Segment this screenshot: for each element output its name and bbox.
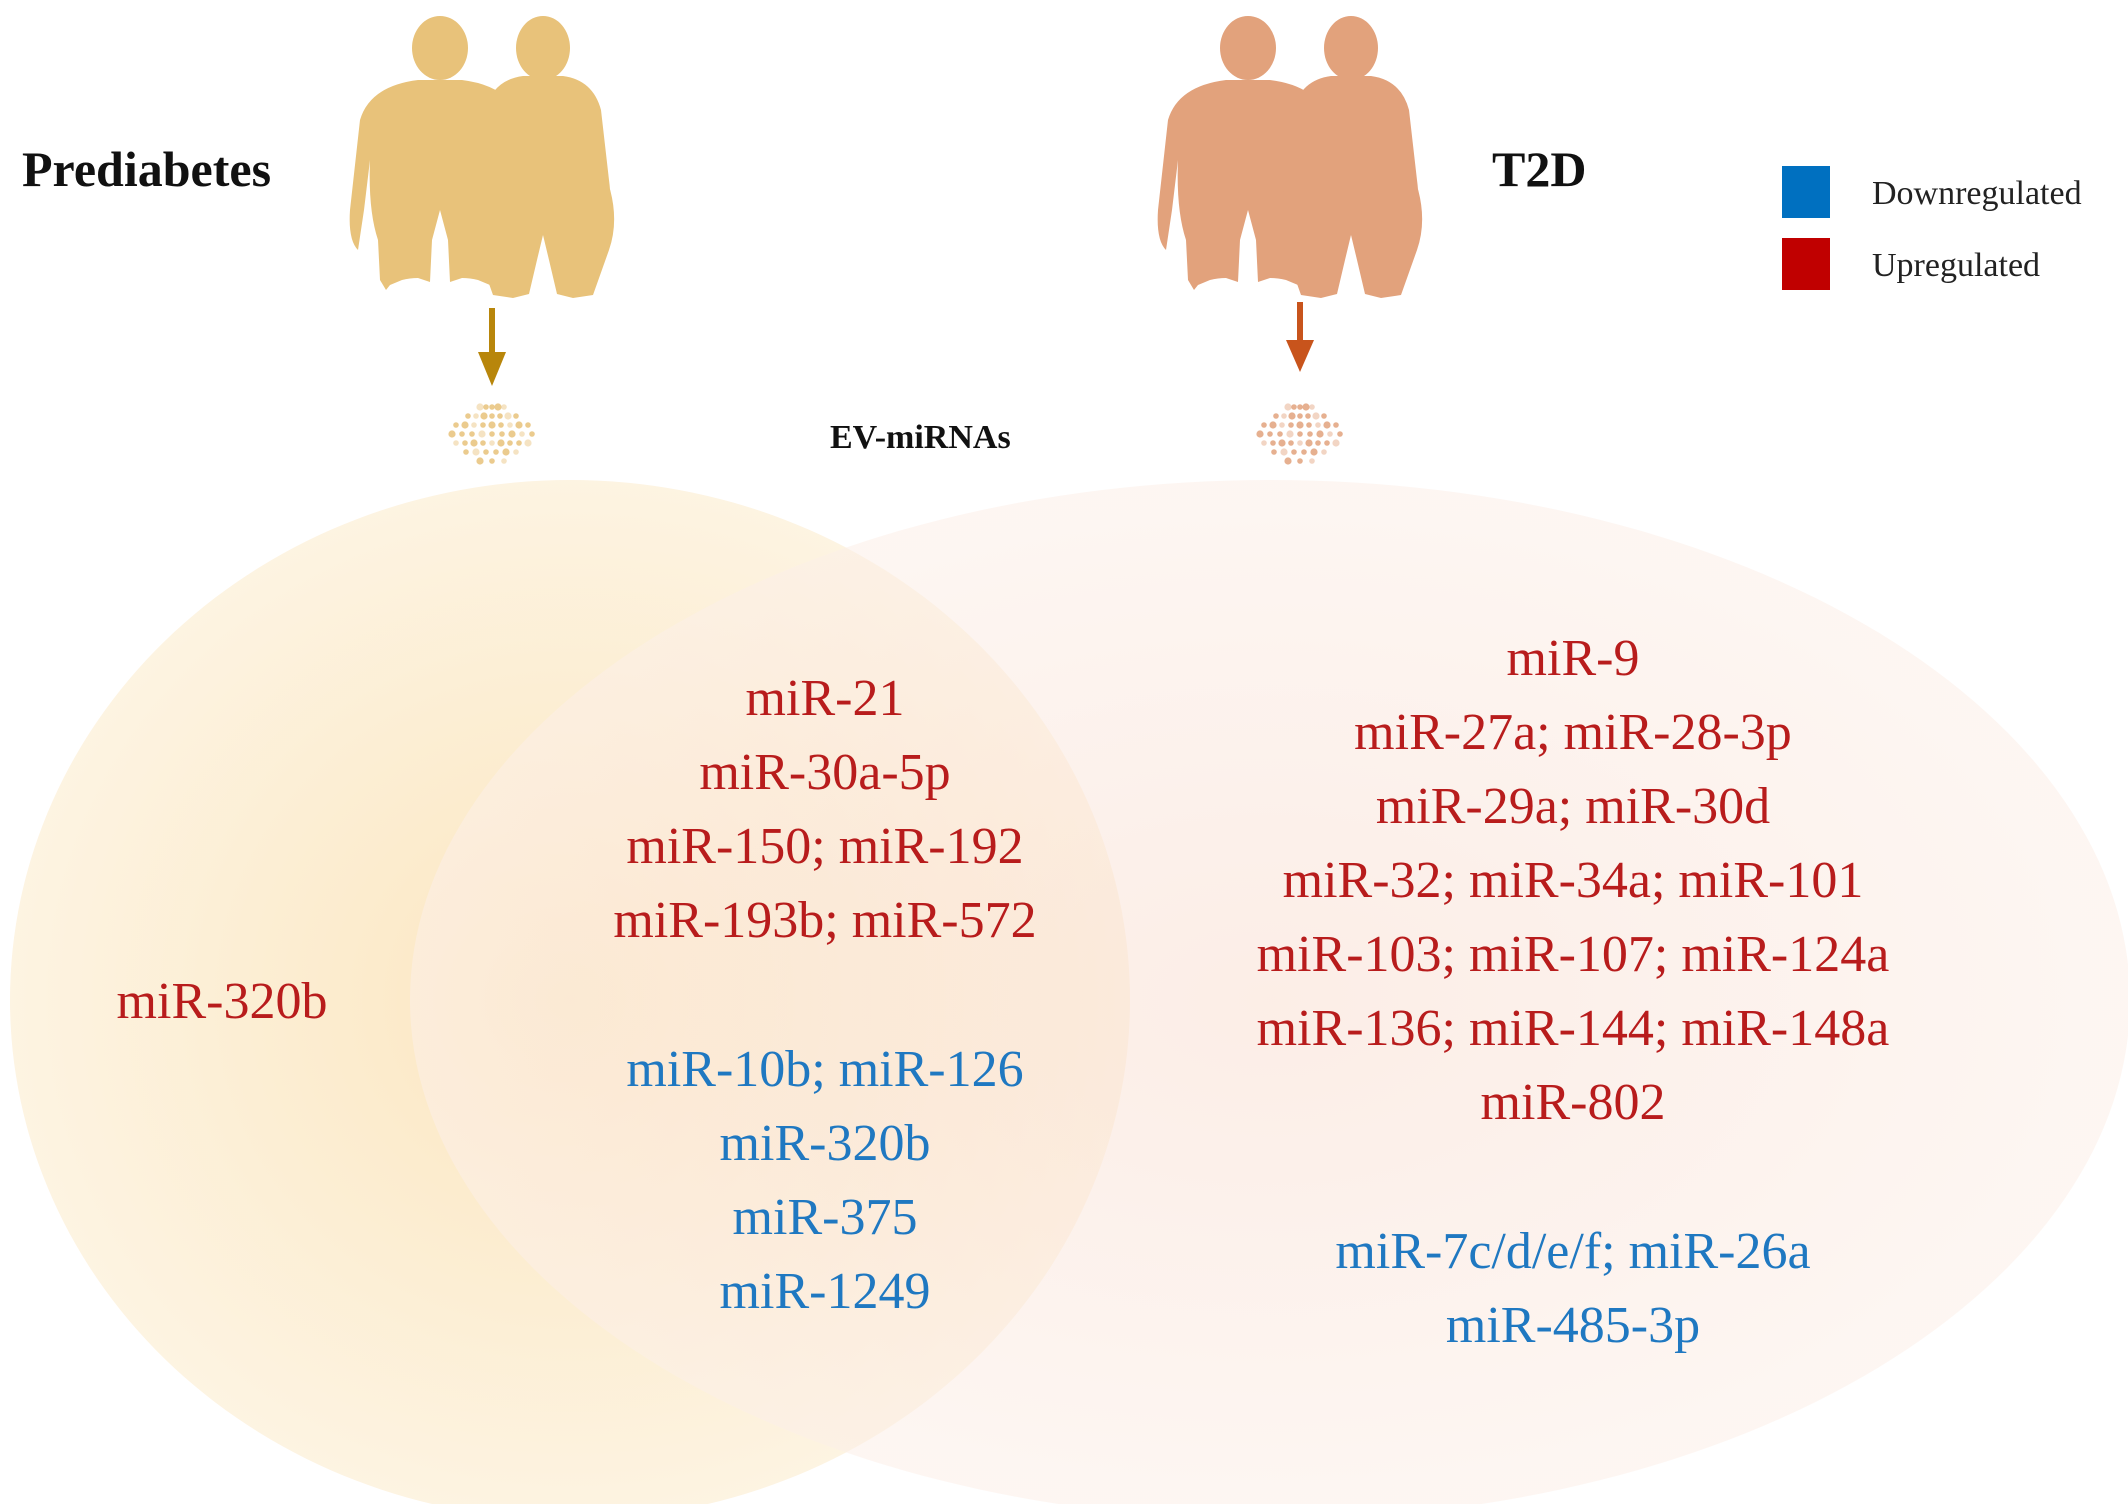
legend-label-up: Upregulated	[1872, 247, 2040, 284]
prediabetes-people-icon	[349, 16, 615, 298]
mirna-up-label: miR-21	[746, 670, 905, 727]
mirna-up-label: miR-30a-5p	[699, 744, 950, 801]
mirna-up-label: miR-9	[1507, 630, 1640, 687]
mirna-down-label: miR-485-3p	[1446, 1297, 1700, 1354]
t2d-vesicle-icon	[1256, 403, 1343, 465]
mirna-up-label: miR-802	[1481, 1074, 1666, 1131]
legend-label-down: Downregulated	[1872, 175, 2082, 212]
t2d-people-icon	[1157, 16, 1423, 298]
mirna-up-label: miR-27a; miR-28-3p	[1354, 704, 1792, 761]
t2d-circle	[410, 480, 2128, 1504]
mirna-up-label: miR-29a; miR-30d	[1376, 778, 1770, 835]
prediabetes-label: Prediabetes	[22, 141, 271, 197]
mirna-up-label: miR-150; miR-192	[626, 818, 1023, 875]
mirna-down-label: miR-10b; miR-126	[626, 1041, 1023, 1098]
t2d-only-mirnas: miR-9 miR-27a; miR-28-3p miR-29a; miR-30d m…	[1257, 630, 1890, 1354]
mirna-up-label: miR-320b	[117, 973, 328, 1030]
mirna-up-label: miR-32; miR-34a; miR-101	[1283, 852, 1864, 909]
ev-mirnas-label: EV-miRNAs	[830, 419, 1011, 456]
prediabetes-down-arrow-icon	[478, 308, 506, 386]
shared-mirnas: miR-21 miR-30a-5p miR-150; miR-192 miR-193b…	[613, 670, 1036, 1320]
mirna-down-label: miR-375	[733, 1189, 918, 1246]
t2d-label: T2D	[1492, 141, 1586, 197]
prediabetes-vesicle-icon	[448, 403, 535, 465]
mirna-up-label: miR-136; miR-144; miR-148a	[1257, 1000, 1890, 1057]
legend-swatch-down	[1782, 166, 1830, 218]
mirna-up-label: miR-193b; miR-572	[613, 892, 1036, 949]
mirna-up-label: miR-103; miR-107; miR-124a	[1257, 926, 1890, 983]
prediabetes-only-mirnas: miR-320b	[117, 973, 328, 1030]
mirna-down-label: miR-320b	[720, 1115, 931, 1172]
mirna-down-label: miR-1249	[720, 1263, 931, 1320]
legend: Downregulated Upregulated	[1782, 166, 2082, 290]
legend-swatch-up	[1782, 238, 1830, 290]
mirna-down-label: miR-7c/d/e/f; miR-26a	[1335, 1223, 1810, 1280]
t2d-down-arrow-icon	[1286, 302, 1314, 372]
